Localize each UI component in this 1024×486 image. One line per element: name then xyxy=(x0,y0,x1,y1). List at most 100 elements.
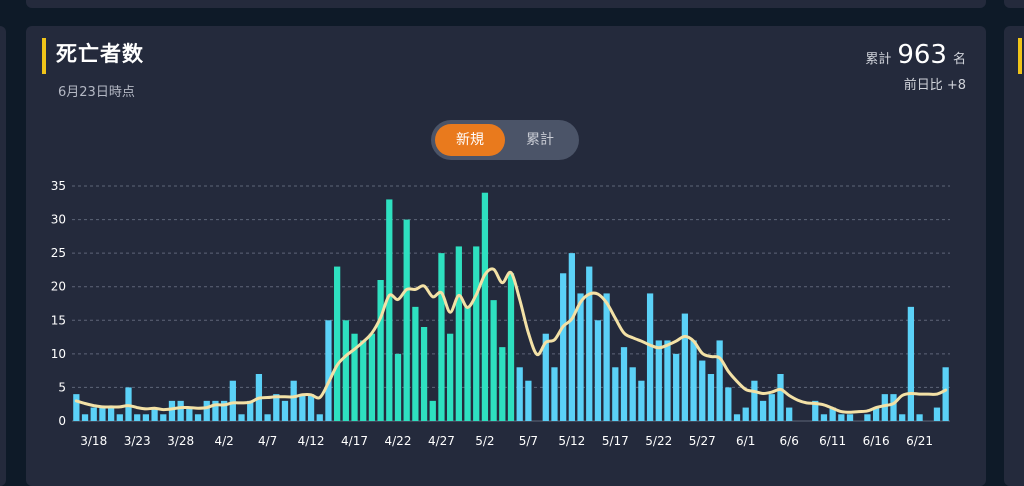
x-tick-label: 4/17 xyxy=(341,434,368,448)
bar xyxy=(342,320,349,421)
y-tick-label: 35 xyxy=(51,179,66,193)
bar xyxy=(655,340,662,421)
bar xyxy=(473,246,480,421)
bar xyxy=(394,353,402,421)
total-unit: 名 xyxy=(952,52,966,67)
bar xyxy=(786,407,793,421)
y-axis-ticks: 0 5 10 15 20 25 30 35 xyxy=(51,179,66,428)
bar xyxy=(351,333,358,421)
bar xyxy=(116,414,123,421)
bar xyxy=(447,333,454,421)
bar xyxy=(560,273,567,421)
x-tick-label: 6/1 xyxy=(736,434,755,448)
bar xyxy=(673,353,680,421)
bar xyxy=(872,407,880,421)
deaths-card: 死亡者数 6月23日時点 累計 963 名 前日比 +8 新規 累計 xyxy=(26,26,986,486)
total-summary: 累計 963 名 xyxy=(865,40,966,70)
y-tick-label: 20 xyxy=(51,280,66,294)
bar xyxy=(603,293,610,421)
left-card xyxy=(0,26,6,486)
x-tick-label: 5/17 xyxy=(602,434,629,448)
bar xyxy=(490,300,497,421)
bar xyxy=(203,400,210,421)
bar xyxy=(699,360,706,421)
bar xyxy=(99,407,106,421)
bar xyxy=(933,407,941,421)
y-tick-label: 10 xyxy=(51,347,66,361)
bar xyxy=(629,367,636,421)
bar xyxy=(942,367,949,421)
bar xyxy=(516,367,523,421)
bar xyxy=(507,273,515,421)
x-tick-label: 3/28 xyxy=(167,434,194,448)
x-tick-label: 4/12 xyxy=(298,434,325,448)
x-tick-label: 4/7 xyxy=(258,434,277,448)
bar xyxy=(299,394,306,421)
bar xyxy=(542,333,549,421)
bar xyxy=(186,407,193,421)
bar xyxy=(360,340,367,421)
bar xyxy=(638,380,645,421)
bar xyxy=(160,414,167,421)
x-tick-label: 6/6 xyxy=(780,434,799,448)
bar xyxy=(238,414,245,421)
bar xyxy=(733,414,741,421)
bar xyxy=(812,400,819,421)
card-title: 死亡者数 xyxy=(56,42,144,66)
moving-average-line xyxy=(74,267,948,414)
bar xyxy=(594,320,602,421)
bar xyxy=(612,367,619,421)
bar xyxy=(212,400,219,421)
x-tick-label: 3/23 xyxy=(124,434,151,448)
x-tick-label: 6/16 xyxy=(863,434,890,448)
title-accent xyxy=(42,38,46,74)
next-card-accent xyxy=(1018,38,1022,74)
x-tick-label: 5/22 xyxy=(645,434,672,448)
bar xyxy=(142,414,150,421)
y-tick-label: 25 xyxy=(51,246,66,260)
bar xyxy=(403,219,410,421)
bar xyxy=(725,387,732,421)
bar xyxy=(768,394,775,421)
bar xyxy=(829,407,836,421)
bars xyxy=(73,192,949,421)
bar xyxy=(881,394,888,421)
bar xyxy=(247,400,254,421)
x-tick-label: 4/2 xyxy=(214,434,233,448)
bar xyxy=(464,306,471,421)
bar xyxy=(916,414,923,421)
bar xyxy=(81,414,89,421)
bar xyxy=(890,394,897,421)
bar xyxy=(168,400,176,421)
bar xyxy=(307,394,315,421)
bar xyxy=(690,340,697,421)
bar xyxy=(499,347,506,421)
bar xyxy=(134,414,141,421)
x-tick-label: 5/27 xyxy=(689,434,716,448)
x-axis-ticks: 3/18 3/23 3/28 4/2 4/7 4/12 4/17 4/22 4/27 5/2 5/7… xyxy=(80,434,933,448)
as-of-date: 6月23日時点 xyxy=(58,85,135,100)
bar xyxy=(820,414,828,421)
bar xyxy=(568,253,575,421)
bar xyxy=(838,414,845,421)
bar xyxy=(429,400,436,421)
toggle-new-button[interactable]: 新規 xyxy=(435,124,505,156)
bar xyxy=(438,253,445,421)
total-label: 累計 xyxy=(865,52,892,67)
x-tick-label: 5/12 xyxy=(558,434,585,448)
bar xyxy=(177,400,184,421)
toggle-cumulative-button[interactable]: 累計 xyxy=(526,132,554,148)
bar xyxy=(386,199,393,421)
diff-text: 前日比 +8 xyxy=(903,78,966,93)
bar xyxy=(273,394,280,421)
y-tick-label: 0 xyxy=(58,414,66,428)
bar xyxy=(194,414,202,421)
bar xyxy=(73,394,80,421)
y-tick-label: 5 xyxy=(58,380,66,394)
bar xyxy=(229,380,236,421)
bar xyxy=(90,407,97,421)
bar xyxy=(707,374,715,421)
previous-card xyxy=(26,0,986,8)
x-tick-label: 5/2 xyxy=(475,434,494,448)
x-tick-label: 4/22 xyxy=(385,434,412,448)
